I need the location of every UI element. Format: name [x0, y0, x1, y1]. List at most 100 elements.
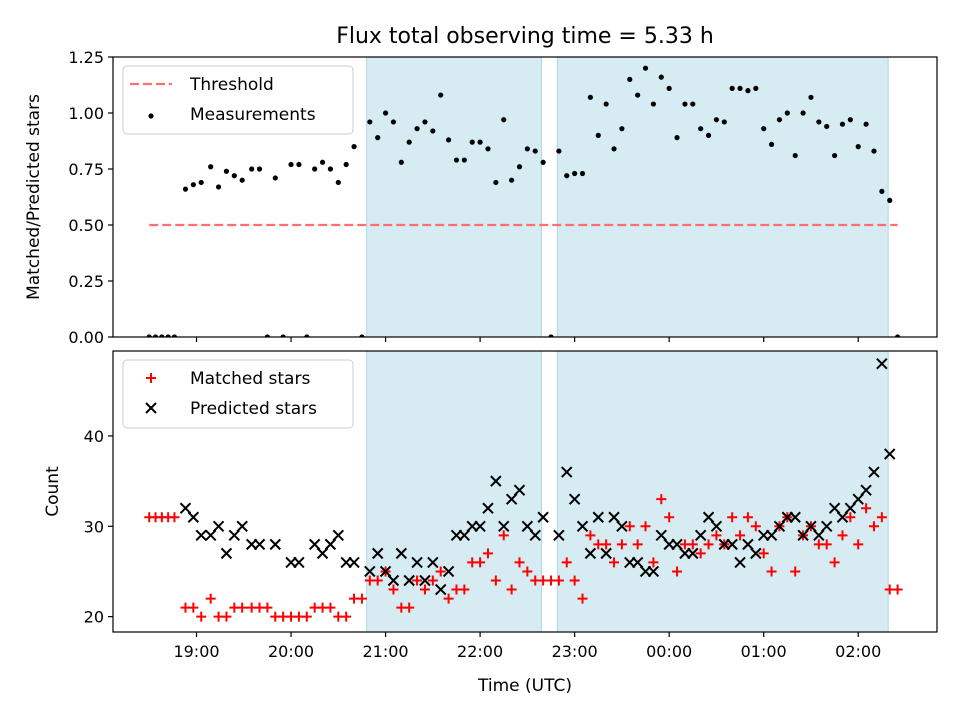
matched-star-point: [672, 566, 683, 577]
measurement-point: [406, 139, 412, 145]
matched-star-point: [404, 602, 415, 613]
predicted-star-point: [187, 511, 200, 523]
y-tick-label: 0.00: [68, 328, 104, 347]
predicted-star-point: [308, 538, 321, 551]
predicted-star-point: [482, 502, 494, 514]
measurement-point: [367, 119, 373, 125]
predicted-star-point: [236, 520, 248, 532]
predicted-star-point: [379, 565, 392, 578]
measurement-point: [658, 74, 664, 80]
y-tick-label: 20: [84, 608, 104, 627]
matched-star-point: [221, 611, 232, 622]
predicted-star-point: [324, 538, 337, 551]
plot-area: [146, 65, 901, 337]
plot-area: [144, 357, 903, 622]
measurement-point: [422, 119, 428, 125]
measurement-point: [863, 121, 869, 127]
predicted-star-point: [789, 511, 801, 523]
legend-label: Predicted stars: [190, 399, 317, 419]
measurement-point: [223, 168, 230, 174]
measurement-point: [642, 65, 649, 71]
predicted-star-point: [332, 529, 345, 542]
predicted-star-point: [631, 556, 644, 569]
measurement-point: [824, 123, 830, 130]
measurement-point: [182, 186, 189, 192]
measurement-point: [461, 157, 467, 163]
matched-star-point: [742, 512, 753, 523]
measurement-point: [564, 173, 570, 179]
measurement-point: [256, 166, 263, 172]
measurement-point: [611, 146, 617, 152]
predicted-star-point: [387, 574, 400, 587]
predicted-star-point: [805, 520, 817, 532]
measurement-point: [532, 148, 538, 154]
measurement-point: [768, 141, 775, 147]
matched-star-point: [553, 575, 564, 586]
matched-star-point: [490, 575, 501, 586]
predicted-star-point: [403, 574, 415, 587]
matched-star-point: [443, 593, 454, 604]
measurement-point: [682, 101, 688, 107]
matched-star-point: [790, 566, 801, 577]
measurement-point: [579, 170, 586, 177]
measurement-point: [249, 166, 255, 172]
measurement-point: [351, 144, 357, 150]
matched-star-point: [459, 584, 470, 595]
measurement-point: [595, 132, 601, 138]
predicted-star-point: [435, 583, 447, 596]
y-axis-label: Matched/Predicted stars: [24, 94, 44, 300]
matched-star-point: [837, 530, 848, 541]
measurement-point: [165, 334, 171, 337]
legend-label: Threshold: [189, 75, 274, 95]
measurement-point: [516, 164, 523, 170]
measurement-point: [469, 139, 475, 145]
measurement-point: [438, 92, 444, 98]
predicted-star-point: [458, 529, 471, 542]
legend-matched-swatch: [146, 373, 156, 383]
matched-star-point: [711, 530, 722, 541]
predicted-star-point: [371, 547, 384, 560]
measurement-point: [264, 334, 271, 337]
axes-frame: [112, 350, 938, 633]
measurement-point: [650, 101, 657, 107]
legend: Matched stars Predicted stars: [122, 359, 354, 429]
predicted-star-point: [529, 529, 541, 542]
measurement-point: [319, 159, 326, 165]
measurement-point: [208, 164, 214, 170]
measurement-point: [430, 128, 436, 134]
measurement-point: [698, 126, 704, 132]
predicted-star-point: [490, 475, 502, 487]
measurement-point: [146, 334, 152, 337]
measurement-point: [359, 334, 365, 337]
matched-star-point: [482, 548, 493, 559]
matched-star-point: [372, 575, 383, 586]
matched-star-point: [845, 512, 856, 523]
matched-star-point: [616, 539, 627, 550]
predicted-star-point: [868, 466, 880, 478]
matched-star-point: [609, 557, 620, 568]
predicted-star-point: [592, 511, 604, 523]
predicted-star-point: [348, 556, 360, 569]
matched-star-point: [475, 557, 486, 568]
matched-star-point: [758, 548, 769, 559]
predicted-star-point: [821, 520, 833, 532]
x-tick-label: 22:00: [457, 642, 503, 661]
legend: Threshold Measurements: [122, 65, 354, 135]
y-tick-label: 0.25: [68, 272, 104, 291]
matched-star-point: [648, 557, 659, 568]
measurement-point: [485, 146, 491, 152]
measurement-point: [784, 110, 790, 116]
matched-star-point: [506, 584, 517, 595]
predicted-star-point: [844, 502, 857, 514]
matched-star-point: [766, 566, 777, 577]
matched-star-point: [419, 584, 430, 595]
matched-star-point: [664, 512, 675, 523]
predicted-star-point: [710, 520, 723, 532]
matched-star-point: [301, 611, 312, 622]
predicted-star-point: [568, 493, 581, 505]
predicted-star-point: [253, 538, 266, 551]
matched-star-point: [695, 548, 706, 559]
x-tick-label: 19:00: [173, 642, 219, 661]
legend-box: [122, 359, 354, 429]
